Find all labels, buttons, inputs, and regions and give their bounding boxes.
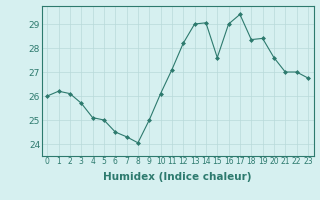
X-axis label: Humidex (Indice chaleur): Humidex (Indice chaleur) — [103, 172, 252, 182]
